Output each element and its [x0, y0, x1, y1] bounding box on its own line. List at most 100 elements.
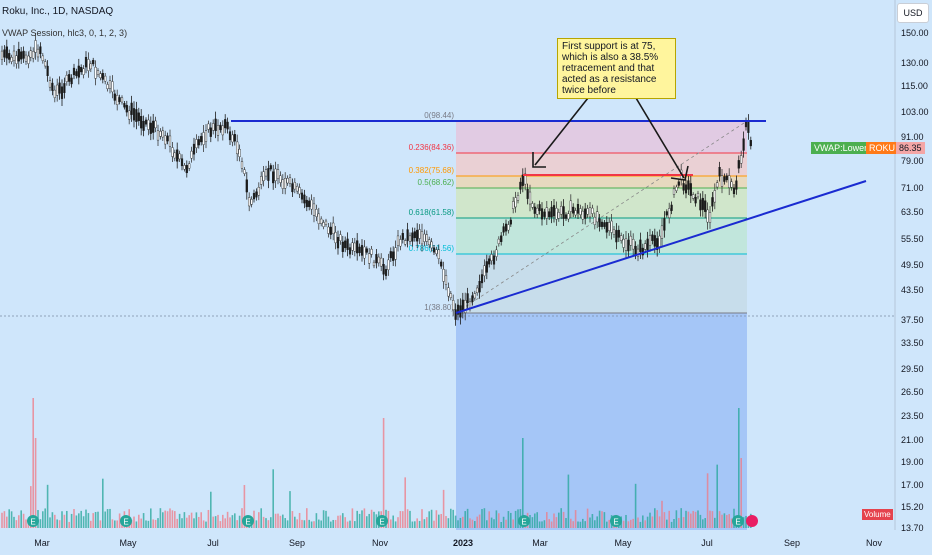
candle-body [552, 205, 556, 217]
candle-body [116, 95, 119, 105]
volume-bar [692, 510, 694, 528]
volume-bar [728, 514, 730, 528]
candle-body [478, 281, 481, 293]
symbol-title[interactable]: Roku, Inc., 1D, NASDAQ [2, 6, 114, 17]
candle-body [120, 97, 124, 103]
volume-bar [1, 512, 3, 528]
volume-bar [361, 510, 363, 528]
candle-body [512, 201, 515, 209]
candle-body [557, 212, 560, 219]
volume-bar [157, 518, 159, 528]
currency-button[interactable]: USD [897, 3, 929, 23]
candle-body [173, 152, 176, 159]
earnings-letter: E [30, 518, 35, 527]
candle-body [262, 171, 265, 182]
volume-bar [181, 518, 183, 528]
candle-body [550, 206, 553, 218]
candle-body [308, 200, 311, 207]
volume-bar [435, 510, 438, 528]
volume-bar [649, 512, 651, 528]
candle-body [377, 256, 380, 264]
volume-bar [363, 508, 366, 528]
indicator-legend[interactable]: VWAP Session, hlc3, 0, 1, 2, 3) [2, 28, 128, 38]
volume-label[interactable]: Volume [862, 509, 893, 520]
candle-body [519, 181, 522, 190]
candle-body [291, 183, 294, 193]
volume-bar [469, 518, 471, 528]
volume-bar [169, 508, 171, 528]
volume-bar [490, 517, 493, 528]
candle-body [454, 309, 457, 320]
annotation-note[interactable]: First support is at 75, which is also a … [557, 38, 676, 99]
candle-body [135, 109, 138, 122]
candle-body [432, 247, 436, 253]
candle-body [339, 234, 342, 242]
candle-body [543, 211, 546, 217]
volume-bar [495, 510, 498, 528]
candle-body [226, 121, 229, 130]
candle-body [682, 183, 685, 191]
time-tick-label: May [119, 538, 137, 548]
candle-body [10, 57, 13, 62]
volume-bar [262, 516, 265, 528]
candle-body [730, 181, 733, 188]
price-tick-label: 115.00 [901, 81, 928, 91]
candle-body [744, 120, 748, 128]
candle-body [113, 93, 116, 101]
volume-bar [301, 519, 303, 528]
candle-body [723, 176, 726, 182]
volume-bar [603, 512, 606, 528]
candle-body [341, 241, 344, 252]
volume-bar [164, 510, 166, 528]
earnings-letter: E [613, 518, 618, 527]
candle-body [63, 83, 66, 93]
candle-body [360, 245, 364, 256]
candle-body [34, 40, 37, 53]
candle-body [228, 131, 232, 141]
volume-bar [562, 511, 565, 528]
volume-bar [512, 519, 514, 528]
volume-bar [366, 516, 368, 528]
candle-body [404, 240, 407, 245]
volume-bar [373, 511, 375, 528]
candle-body [324, 220, 328, 225]
candle-body [670, 204, 673, 211]
volume-bar [452, 509, 454, 528]
candle-body [200, 136, 203, 143]
volume-bar [142, 513, 145, 528]
candle-body [370, 248, 373, 255]
candle-body [27, 55, 30, 64]
time-tick-label: Nov [372, 538, 389, 548]
candle-body [269, 165, 272, 170]
volume-bar [159, 508, 162, 528]
volume-bar [289, 491, 291, 528]
volume-bar [560, 508, 562, 528]
volume-bar [82, 516, 85, 528]
candle-body [164, 135, 167, 145]
candle-body [363, 246, 366, 259]
candle-body [694, 197, 697, 204]
candle-body [718, 167, 721, 177]
volume-bar [464, 511, 466, 528]
volume-bar [342, 513, 344, 528]
volume-bar [517, 509, 519, 528]
earnings-marker: E [610, 515, 622, 527]
candle-body [632, 239, 635, 250]
earnings-circle [242, 515, 254, 527]
volume-bar [644, 520, 646, 528]
volume-bar [630, 519, 632, 528]
candle-body [336, 237, 340, 249]
volume-bar [116, 520, 118, 528]
candle-body [728, 175, 731, 188]
candle-body [240, 161, 244, 169]
volume-bar [325, 510, 327, 528]
candle-body [300, 192, 304, 200]
volume-bar [22, 513, 25, 528]
volume-bar [255, 520, 258, 528]
volume-bar [219, 521, 222, 528]
candle-body [70, 77, 73, 85]
candle-body [526, 189, 529, 199]
candle-body [668, 208, 671, 218]
